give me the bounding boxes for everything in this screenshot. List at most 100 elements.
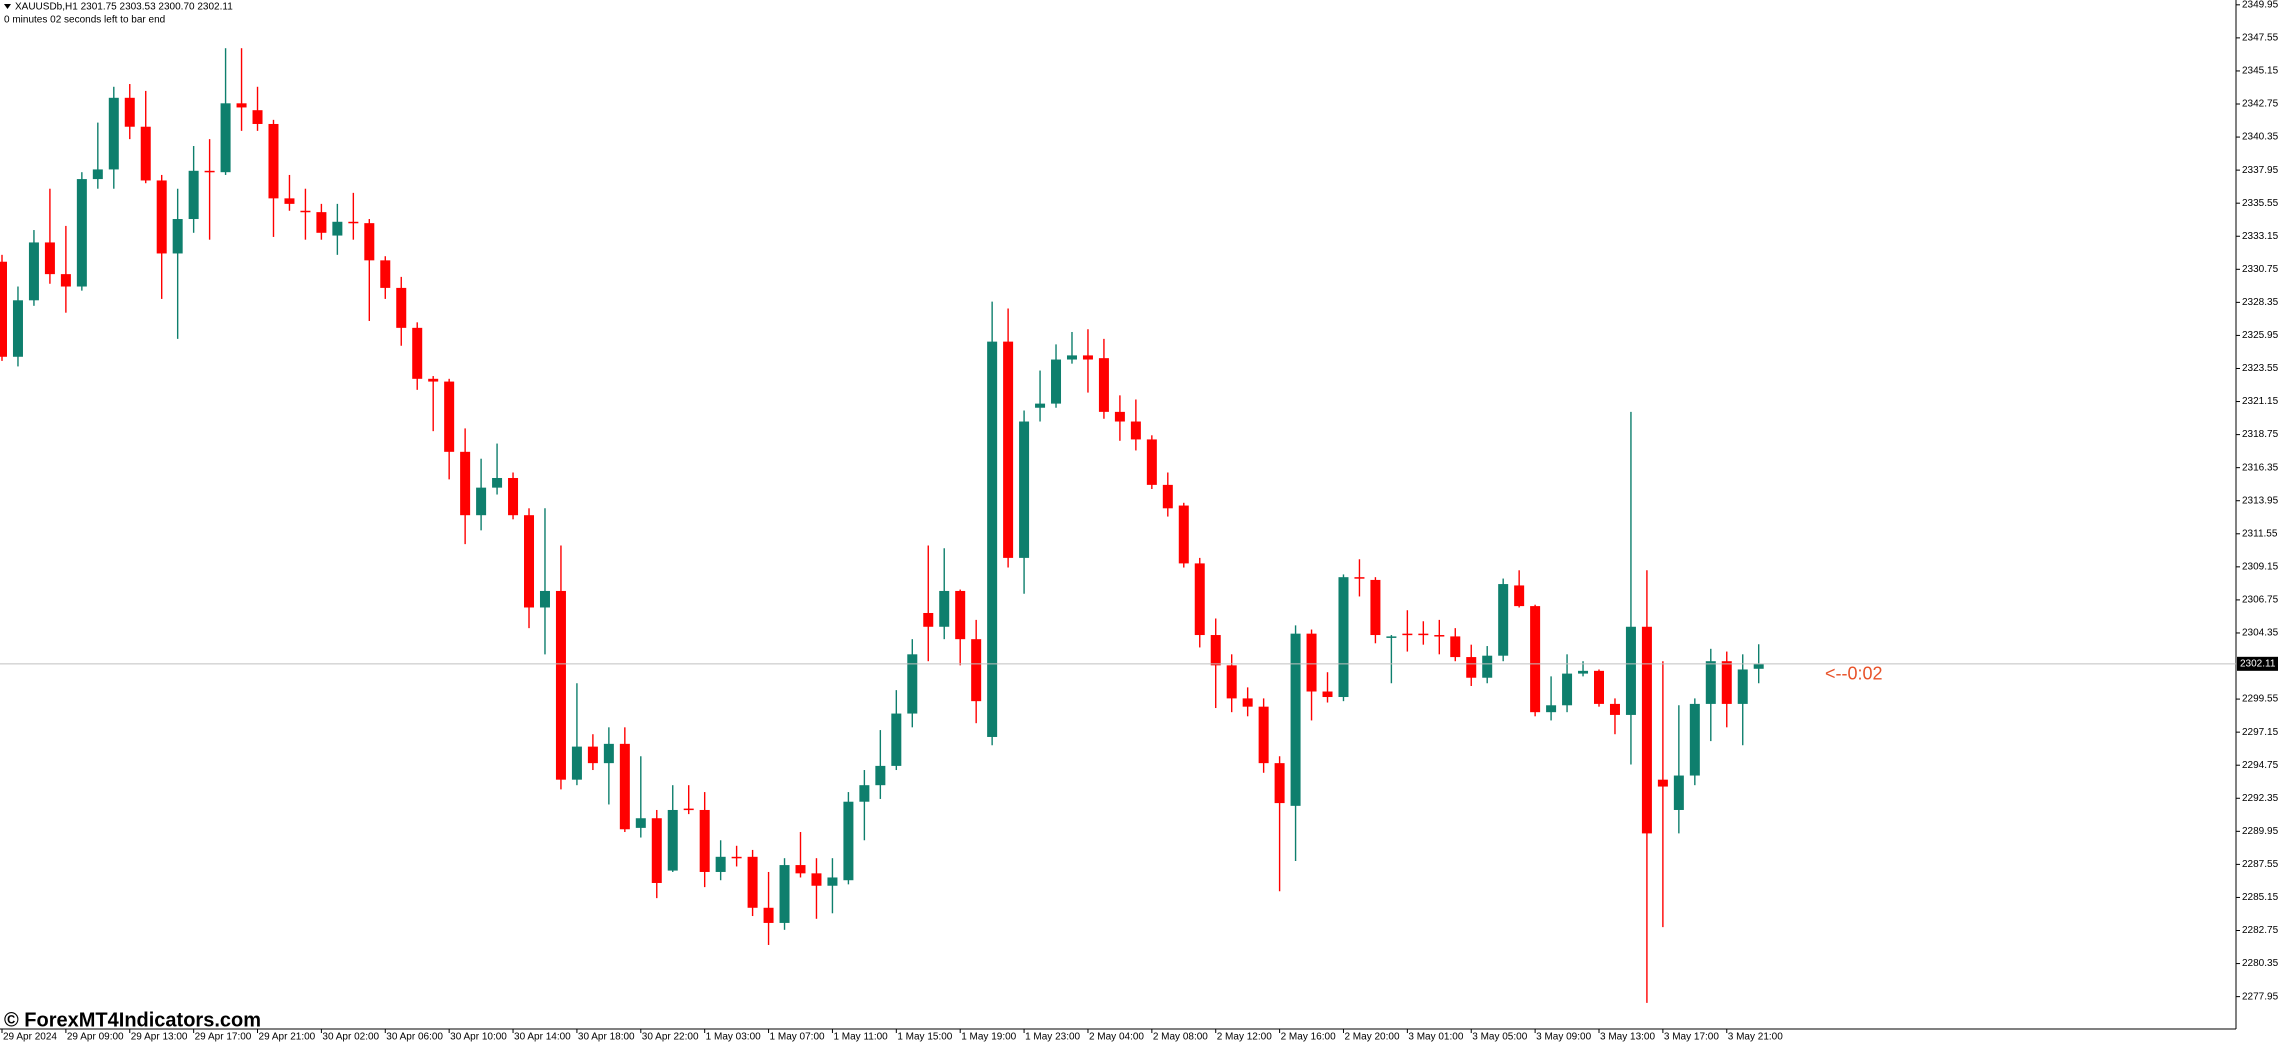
candle-body — [971, 639, 982, 702]
y-tick-label: 2313.95 — [2242, 495, 2278, 506]
candle-body — [12, 300, 23, 357]
candle-body — [875, 765, 886, 786]
candle-body — [955, 590, 966, 640]
y-tick-label: 2297.15 — [2242, 727, 2278, 738]
candle-body — [987, 341, 998, 737]
candle-body — [460, 451, 471, 516]
candle-body — [524, 515, 535, 608]
candle-body — [1402, 633, 1413, 636]
candle-body — [492, 477, 503, 488]
x-tick-label: 29 Apr 21:00 — [259, 1032, 316, 1043]
x-tick-label: 30 Apr 02:00 — [322, 1032, 379, 1043]
candle-body — [92, 169, 103, 180]
candle-body — [332, 221, 343, 236]
candle-body — [172, 219, 183, 254]
candle-body — [1594, 670, 1604, 704]
x-tick-label: 1 May 03:00 — [706, 1032, 761, 1043]
candle-body — [667, 809, 678, 871]
candle-body — [252, 110, 263, 124]
y-tick-label: 2347.55 — [2242, 33, 2278, 44]
candle-body — [1258, 706, 1269, 764]
candle-body — [1019, 421, 1030, 558]
x-tick-label: 29 Apr 2024 — [3, 1032, 57, 1043]
y-tick-label: 2304.35 — [2242, 628, 2278, 639]
candle-body — [108, 97, 119, 170]
candle-body — [923, 612, 934, 627]
y-tick-label: 2292.35 — [2242, 793, 2278, 804]
y-tick-label: 2318.75 — [2242, 429, 2278, 440]
candle-body — [0, 261, 7, 357]
candle-body — [1066, 355, 1077, 360]
x-tick-label: 2 May 12:00 — [1217, 1032, 1272, 1043]
candle-body — [76, 179, 87, 287]
x-tick-label: 2 May 20:00 — [1344, 1032, 1399, 1043]
x-tick-label: 2 May 08:00 — [1153, 1032, 1208, 1043]
candle-body — [795, 865, 806, 874]
candle-body — [1242, 698, 1253, 707]
watermark: © ForexMT4Indicators.com — [4, 1009, 261, 1031]
y-tick-label: 2316.35 — [2242, 462, 2278, 473]
current-price-label: 2302.11 — [2240, 658, 2276, 669]
y-tick-label: 2311.55 — [2242, 528, 2278, 539]
y-tick-label: 2345.15 — [2242, 66, 2278, 77]
candle-body — [747, 856, 758, 908]
candles — [0, 48, 1764, 1003]
candle-body — [635, 818, 646, 828]
y-tick-label: 2340.35 — [2242, 132, 2278, 143]
candle-body — [1322, 691, 1333, 698]
y-tick-label: 2342.75 — [2242, 99, 2278, 110]
candle-body — [444, 381, 455, 452]
candle-body — [683, 808, 694, 811]
candle-body — [316, 212, 327, 233]
candle-body — [1562, 673, 1573, 706]
chart-subtitle: 0 minutes 02 seconds left to bar end — [4, 15, 165, 26]
current-price-box — [2237, 656, 2278, 671]
candle-body — [220, 103, 231, 173]
y-tick-label: 2309.15 — [2242, 561, 2278, 572]
candle-body — [140, 126, 151, 181]
y-tick-label: 2328.35 — [2242, 297, 2278, 308]
candle-body — [508, 477, 519, 516]
candle-body — [1162, 484, 1173, 509]
candle-body — [60, 274, 71, 287]
candle-body — [1721, 661, 1732, 704]
candle-body — [1737, 669, 1748, 704]
candle-body — [587, 746, 598, 764]
candle-body — [715, 856, 726, 872]
candle-body — [1130, 421, 1141, 440]
candle-body — [1673, 775, 1684, 810]
candle-body — [348, 221, 359, 224]
y-tick-label: 2321.15 — [2242, 396, 2278, 407]
candle-body — [236, 103, 247, 108]
x-tick-label: 29 Apr 09:00 — [67, 1032, 124, 1043]
x-tick-label: 29 Apr 17:00 — [195, 1032, 252, 1043]
x-tick-label: 1 May 07:00 — [770, 1032, 825, 1043]
x-tick-label: 30 Apr 18:00 — [578, 1032, 635, 1043]
y-tick-label: 2323.55 — [2242, 363, 2278, 374]
candle-body — [603, 743, 614, 764]
candle-body — [28, 242, 39, 301]
candle-body — [731, 856, 742, 859]
candle-body — [1082, 355, 1093, 360]
candle-body — [428, 378, 439, 382]
candle-body — [364, 223, 375, 261]
candle-body — [204, 170, 215, 173]
candle-body — [1609, 703, 1620, 715]
y-tick-label: 2337.95 — [2242, 165, 2278, 176]
candle-body — [763, 907, 774, 923]
menu-arrow[interactable] — [4, 4, 11, 9]
x-tick-label: 30 Apr 14:00 — [514, 1032, 571, 1043]
y-tick-label: 2335.55 — [2242, 198, 2278, 209]
x-tick-label: 30 Apr 10:00 — [450, 1032, 507, 1043]
y-tick-label: 2282.75 — [2242, 925, 2278, 936]
x-tick-label: 3 May 17:00 — [1664, 1032, 1719, 1043]
x-tick-label: 1 May 11:00 — [833, 1032, 888, 1043]
candle-body — [1386, 636, 1397, 638]
candle-body — [396, 287, 407, 328]
y-tick-label: 2330.75 — [2242, 264, 2278, 275]
y-tick-label: 2285.15 — [2242, 892, 2278, 903]
candle-body — [1530, 606, 1541, 713]
candle-body — [907, 654, 918, 714]
candle-body — [1753, 663, 1764, 669]
